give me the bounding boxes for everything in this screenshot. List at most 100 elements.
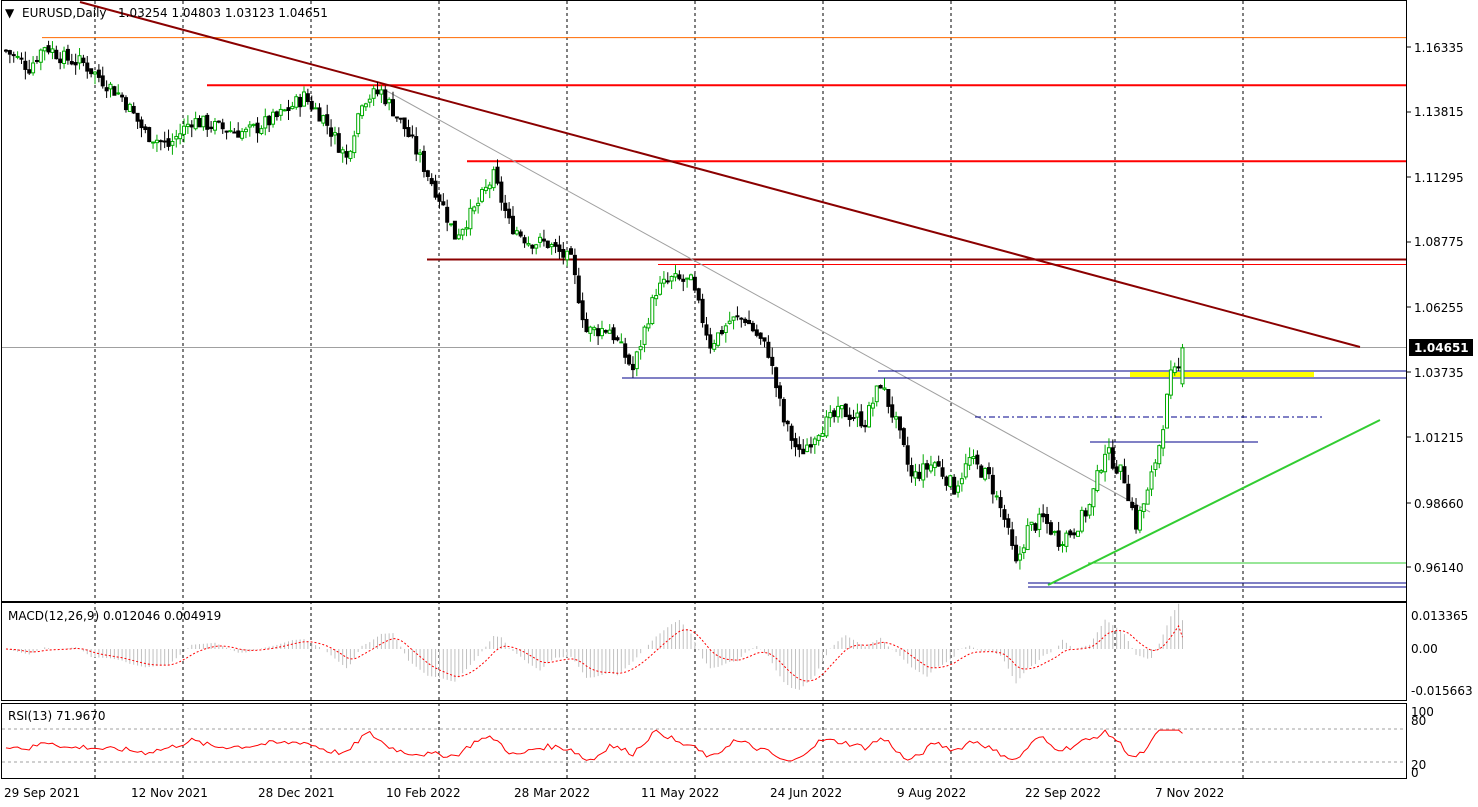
candle-body <box>1033 523 1038 531</box>
collapse-arrow-icon[interactable]: ▼ <box>5 6 15 20</box>
date-label: 7 Nov 2022 <box>1155 786 1224 800</box>
candle-body <box>781 399 786 423</box>
candle-body <box>669 275 674 282</box>
candle-body <box>178 133 183 140</box>
candle-body <box>839 405 844 410</box>
candle-body <box>986 467 991 475</box>
candle-body <box>243 128 248 133</box>
candle-body <box>1110 447 1115 469</box>
date-label: 22 Sep 2022 <box>1025 786 1101 800</box>
candle-body <box>69 61 74 65</box>
candle-body <box>147 127 152 143</box>
candle-body <box>1103 453 1108 473</box>
candle-body <box>418 152 423 155</box>
candle-body <box>267 115 272 126</box>
candle-body <box>1079 509 1084 532</box>
candle-body <box>576 275 581 304</box>
candle-body <box>731 316 736 321</box>
candle-body <box>793 438 798 448</box>
candle-body <box>878 385 883 389</box>
candle-body <box>874 385 879 403</box>
candle-body <box>785 420 790 425</box>
candle-body <box>870 402 875 409</box>
candle-body <box>1126 483 1131 502</box>
main-pane-frame <box>1 0 1407 602</box>
candle-body <box>727 320 732 324</box>
candle-body <box>526 242 531 246</box>
date-label: 24 Jun 2022 <box>770 786 842 800</box>
candle-body <box>456 234 461 240</box>
ohlc-label: 1.03254 1.04803 1.03123 1.04651 <box>118 6 328 20</box>
candle-body <box>356 113 361 135</box>
candle-body <box>1176 366 1181 369</box>
candle-body <box>259 128 264 134</box>
candle-body <box>1006 518 1011 528</box>
price-label: 1.03735 <box>1414 366 1464 380</box>
date-label: 12 Nov 2021 <box>131 786 208 800</box>
candle-body <box>278 108 283 116</box>
candle-body <box>658 282 663 295</box>
price-label: 0.96140 <box>1414 561 1464 575</box>
highlight-zone <box>1130 372 1314 377</box>
candle-body <box>96 69 101 78</box>
candle-body <box>994 495 999 498</box>
candle-body <box>193 118 198 130</box>
candle-body <box>1168 369 1173 396</box>
candle-body <box>433 180 438 198</box>
candle-body <box>27 69 32 74</box>
price-label: 1.01215 <box>1414 431 1464 445</box>
candle-body <box>81 57 86 64</box>
candle-body <box>692 276 697 291</box>
candle-body <box>309 100 314 110</box>
candle-body <box>917 471 922 479</box>
candle-body <box>182 125 187 135</box>
candle-body <box>271 111 276 125</box>
candle-body <box>1037 513 1042 530</box>
candle-body <box>406 127 411 138</box>
candle-body <box>1172 366 1177 374</box>
candle-body <box>464 227 469 230</box>
candle-body <box>538 236 543 243</box>
date-label: 11 May 2022 <box>641 786 719 800</box>
candle-body <box>50 48 55 53</box>
candle-body <box>123 97 128 111</box>
candle-body <box>897 416 902 431</box>
price-label: 1.11295 <box>1414 171 1464 185</box>
candle-body <box>209 126 214 130</box>
candle-body <box>336 133 341 153</box>
candle-body <box>723 325 728 333</box>
candle-body <box>696 288 701 301</box>
current-price-tag <box>1409 339 1473 356</box>
price-label: 1.16335 <box>1414 41 1464 55</box>
candle-body <box>472 206 477 212</box>
candle-body <box>58 58 63 64</box>
candle-body <box>391 99 395 117</box>
candle-body <box>630 363 635 371</box>
candle-body <box>1072 532 1077 536</box>
candle-body <box>940 467 945 477</box>
price-label: 1.08775 <box>1414 235 1464 249</box>
candle-body <box>201 115 206 128</box>
price-label: 1.06255 <box>1414 301 1464 315</box>
candle-body <box>789 425 794 441</box>
candle-body <box>429 178 434 185</box>
candle-body <box>1045 513 1050 524</box>
date-label: 10 Feb 2022 <box>386 786 461 800</box>
candle-body <box>228 130 233 133</box>
candle-body <box>305 93 310 103</box>
date-label: 9 Aug 2022 <box>897 786 966 800</box>
macd-level-zero: 0.00 <box>1411 642 1438 656</box>
candle-body <box>197 118 202 128</box>
candle-body <box>317 107 322 122</box>
candle-body <box>1106 447 1111 454</box>
candle-body <box>1137 509 1142 531</box>
candle-body <box>588 326 593 334</box>
candle-body <box>301 91 306 107</box>
rsi-level-0: 0 <box>1411 766 1419 780</box>
candle-body <box>758 332 763 339</box>
symbol-label: EURUSD,Daily <box>22 6 107 20</box>
candle-body <box>452 220 457 240</box>
candle-body <box>503 202 508 211</box>
candle-body <box>240 131 245 139</box>
candle-body <box>650 297 655 325</box>
